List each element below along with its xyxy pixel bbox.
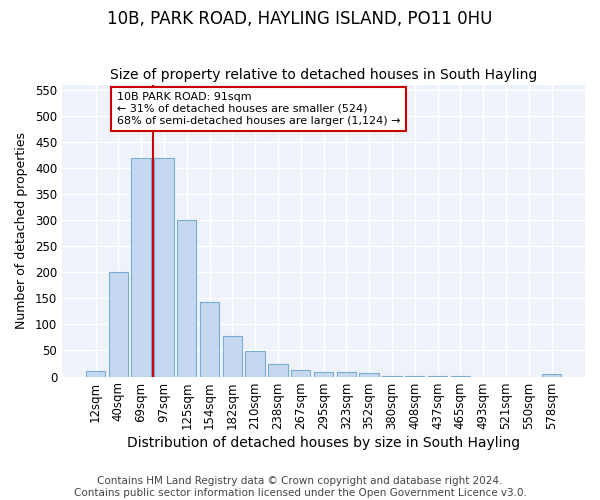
Text: Contains HM Land Registry data © Crown copyright and database right 2024.
Contai: Contains HM Land Registry data © Crown c… [74, 476, 526, 498]
Text: 10B PARK ROAD: 91sqm
← 31% of detached houses are smaller (524)
68% of semi-deta: 10B PARK ROAD: 91sqm ← 31% of detached h… [116, 92, 400, 126]
Bar [314, 372, 333, 376]
Bar [291, 370, 310, 376]
Y-axis label: Number of detached properties: Number of detached properties [15, 132, 28, 329]
Bar [200, 302, 219, 376]
Bar [86, 372, 105, 376]
Bar [245, 351, 265, 376]
Bar [131, 158, 151, 376]
Bar [268, 364, 287, 376]
Title: Size of property relative to detached houses in South Hayling: Size of property relative to detached ho… [110, 68, 537, 82]
Bar [177, 220, 196, 376]
Text: 10B, PARK ROAD, HAYLING ISLAND, PO11 0HU: 10B, PARK ROAD, HAYLING ISLAND, PO11 0HU [107, 10, 493, 28]
X-axis label: Distribution of detached houses by size in South Hayling: Distribution of detached houses by size … [127, 436, 520, 450]
Bar [109, 272, 128, 376]
Bar [542, 374, 561, 376]
Bar [154, 158, 173, 376]
Bar [359, 374, 379, 376]
Bar [223, 336, 242, 376]
Bar [337, 372, 356, 376]
